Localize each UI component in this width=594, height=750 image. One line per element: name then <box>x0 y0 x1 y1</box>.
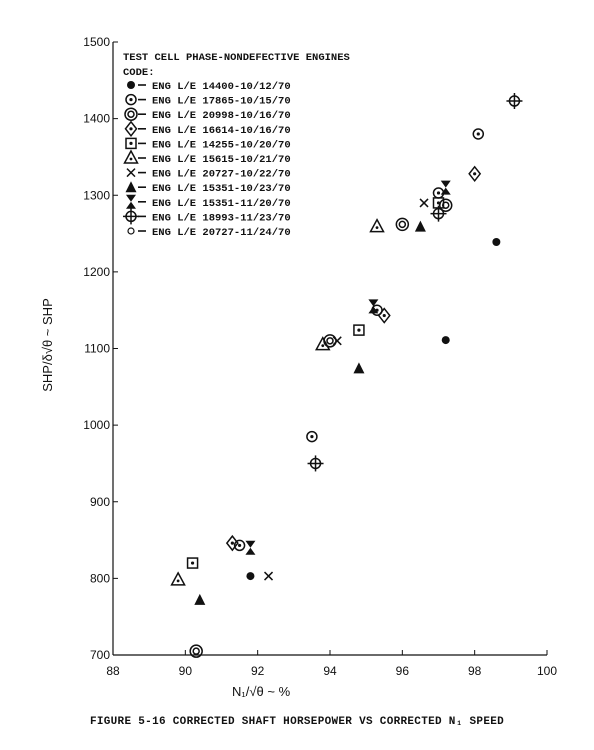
y-tick-label: 1000 <box>83 418 110 432</box>
x-tick-label: 90 <box>179 664 193 678</box>
data-point <box>353 324 365 336</box>
data-point <box>315 336 331 351</box>
legend-entry: ENG L/E 15615-10/21/70 <box>152 154 291 166</box>
data-point <box>306 430 318 443</box>
x-tick-label: 96 <box>396 664 410 678</box>
data-point <box>225 534 239 552</box>
figure-caption: FIGURE 5-16 CORRECTED SHAFT HORSEPOWER V… <box>89 716 505 728</box>
legend-entry: ENG L/E 16614-10/16/70 <box>152 125 291 137</box>
data-point <box>323 334 337 348</box>
data-point <box>307 455 324 472</box>
legend-title: TEST CELL PHASE-NONDEFECTIVE ENGINES <box>123 52 350 64</box>
legend-marker <box>124 120 138 138</box>
data-point <box>472 128 485 140</box>
legend-marker <box>127 227 135 235</box>
data-point <box>395 217 410 232</box>
legend-entry: ENG L/E 15351-10/23/70 <box>152 183 291 195</box>
data-point <box>377 307 391 324</box>
data-point <box>506 93 523 110</box>
legend-marker <box>125 181 137 193</box>
x-tick-label: 100 <box>537 664 557 678</box>
axes-layer <box>112 41 548 656</box>
data-point <box>440 180 451 195</box>
legend-entry: ENG L/E 14255-10/20/70 <box>152 139 291 151</box>
legend-marker <box>125 93 137 106</box>
data-point <box>492 237 501 246</box>
y-tick-label: 1400 <box>83 112 110 126</box>
data-point <box>245 540 256 555</box>
x-tick-label: 92 <box>251 664 265 678</box>
data-point <box>430 205 447 222</box>
y-tick-label: 800 <box>90 571 110 585</box>
legend-entry: ENG L/E 20727-10/22/70 <box>152 169 291 181</box>
legend-entry: ENG L/E 17865-10/15/70 <box>152 96 291 108</box>
y-tick-label: 1100 <box>84 342 110 356</box>
legend-entry: ENG L/E 15351-11/20/70 <box>152 198 291 210</box>
y-tick-label: 1200 <box>83 265 110 279</box>
data-point <box>233 539 246 552</box>
legend-entry: ENG L/E 18993-11/23/70 <box>152 212 291 224</box>
legend-marker <box>123 208 139 225</box>
data-point <box>414 220 426 232</box>
data-point <box>189 644 203 658</box>
legend-marker <box>126 194 136 209</box>
x-tick-label: 98 <box>468 664 482 678</box>
legend-marker <box>127 81 135 89</box>
y-axis-title: SHP/δ√θ ~ SHP <box>40 298 55 392</box>
legend-entry: ENG L/E 20998-10/16/70 <box>152 110 291 122</box>
legend-entry: ENG L/E 14400-10/12/70 <box>152 81 291 93</box>
data-point <box>332 336 342 346</box>
data-point <box>353 362 365 374</box>
x-tick-label: 94 <box>323 664 337 678</box>
data-point <box>194 593 206 605</box>
data-point <box>441 336 450 345</box>
y-tick-label: 1300 <box>83 188 110 202</box>
data-points <box>170 93 523 658</box>
data-point <box>368 299 379 314</box>
data-point <box>468 165 482 183</box>
legend-marker <box>126 168 136 178</box>
legend: TEST CELL PHASE-NONDEFECTIVE ENGINES COD… <box>123 52 350 239</box>
legend-code-label: CODE: <box>123 67 155 79</box>
data-point <box>246 572 255 581</box>
x-tick-label: 88 <box>106 664 120 678</box>
legend-marker <box>123 149 139 164</box>
legend-marker <box>125 137 137 150</box>
data-point <box>170 571 186 586</box>
tick-labels: 88 90 92 94 96 98 100 700 800 900 1000 1100 1200 1300… <box>83 35 557 678</box>
legend-marker <box>124 107 138 121</box>
y-tick-label: 700 <box>90 648 110 662</box>
x-axis-title: N₁/√θ ~ % <box>232 684 291 699</box>
y-tick-label: 900 <box>90 495 110 509</box>
data-point <box>438 198 453 212</box>
data-point <box>419 198 429 208</box>
data-point <box>263 571 274 581</box>
legend-entry: ENG L/E 20727-11/24/70 <box>152 227 291 239</box>
y-tick-label: 1500 <box>83 35 110 49</box>
data-point <box>369 218 385 233</box>
data-point <box>186 557 199 569</box>
